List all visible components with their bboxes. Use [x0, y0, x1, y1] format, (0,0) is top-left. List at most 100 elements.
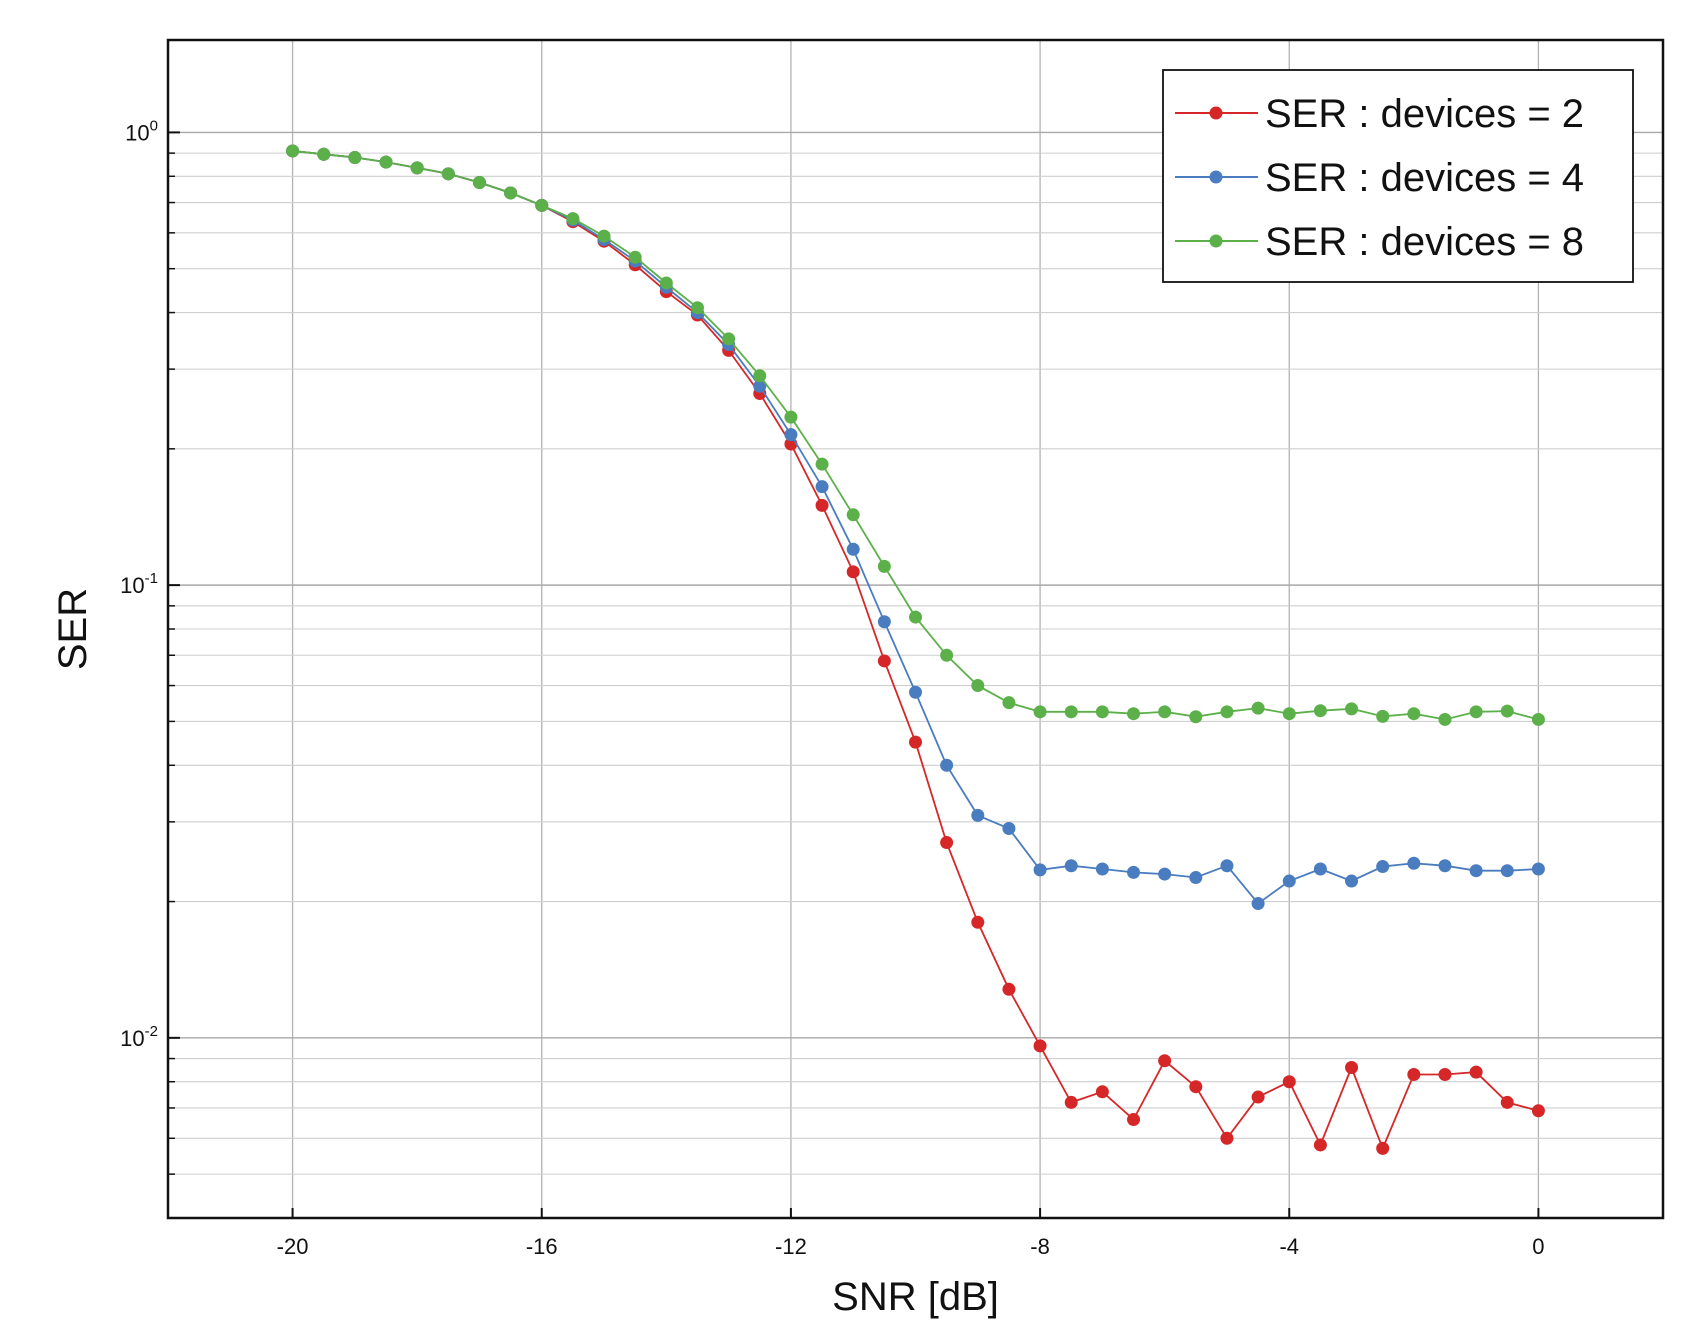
data-point: [971, 679, 985, 693]
data-point: [1189, 871, 1203, 885]
data-point: [1469, 705, 1483, 719]
data-point: [1251, 1090, 1265, 1104]
data-point: [441, 167, 455, 181]
data-point: [877, 559, 891, 573]
tick-labels: -20 -16 -12 -8 -4 0 100 10-1 10-2: [120, 117, 1544, 1259]
data-point: [1002, 696, 1016, 710]
x-tick-label: -20: [277, 1234, 309, 1259]
x-tick-label: 0: [1532, 1234, 1544, 1259]
plot-area-frame: [166, 38, 1665, 1220]
data-point: [1064, 1095, 1078, 1109]
data-point: [1220, 1131, 1234, 1145]
data-point: [1469, 1065, 1483, 1079]
data-point: [410, 161, 424, 175]
data-point: [1158, 1054, 1172, 1068]
x-tick-label: -8: [1030, 1234, 1050, 1259]
series-3: [286, 144, 1545, 726]
data-point: [472, 176, 486, 190]
data-point: [940, 836, 954, 850]
legend-marker: [1209, 170, 1223, 184]
data-point: [909, 735, 922, 749]
data-point: [504, 186, 518, 200]
data-point: [1033, 863, 1047, 877]
data-point: [1127, 865, 1141, 879]
data-point: [909, 610, 922, 624]
data-point: [1407, 1067, 1421, 1081]
data-point: [1282, 874, 1296, 888]
x-tick-label: -16: [526, 1234, 558, 1259]
data-point: [659, 276, 673, 290]
legend-marker: [1209, 106, 1223, 120]
legend-label: SER : devices = 8: [1265, 220, 1584, 264]
x-tick-label: -12: [775, 1234, 807, 1259]
data-point: [1251, 701, 1265, 715]
data-point: [722, 332, 736, 346]
data-point: [1469, 864, 1483, 878]
data-point: [1251, 897, 1265, 911]
data-point: [1438, 1067, 1452, 1081]
data-point: [1345, 702, 1359, 716]
data-point: [597, 229, 611, 243]
legend-item-3: SER : devices = 8: [1175, 220, 1584, 264]
data-point: [535, 198, 549, 212]
legend-marker: [1209, 234, 1223, 248]
data-point: [753, 379, 767, 393]
y-axis-title: SER: [51, 588, 95, 670]
data-point: [1095, 1085, 1109, 1099]
data-point: [846, 565, 860, 579]
legend-label: SER : devices = 4: [1265, 156, 1584, 200]
data-point: [317, 147, 331, 161]
data-point: [1064, 859, 1078, 873]
legend-label: SER : devices = 2: [1265, 92, 1584, 136]
data-point: [1345, 874, 1359, 888]
data-point: [566, 212, 580, 226]
data-point: [815, 498, 829, 512]
data-point: [784, 410, 798, 424]
data-point: [1531, 1104, 1545, 1118]
data-point: [690, 301, 704, 315]
y-tick-label: 10-2: [120, 1023, 158, 1051]
legend-item-1: SER : devices = 2: [1175, 92, 1584, 136]
data-point: [940, 758, 954, 772]
data-point: [940, 648, 954, 662]
data-point: [1531, 862, 1545, 876]
data-point: [379, 155, 393, 169]
data-point: [1376, 860, 1390, 874]
data-point: [348, 151, 362, 165]
data-point: [815, 457, 829, 471]
data-point: [877, 615, 891, 629]
data-point: [1376, 1141, 1390, 1155]
data-point: [1282, 1075, 1296, 1089]
data-point: [286, 144, 300, 158]
x-tick-label: -4: [1279, 1234, 1299, 1259]
data-point: [846, 542, 860, 556]
data-point: [1500, 864, 1514, 878]
legend: SER : devices = 2 SER : devices = 4 SER : …: [1162, 69, 1634, 283]
y-tick-label: 10-1: [120, 570, 158, 598]
data-point: [877, 654, 891, 668]
legend-item-2: SER : devices = 4: [1175, 156, 1584, 200]
data-point: [1002, 982, 1016, 996]
data-point: [1002, 822, 1016, 836]
data-point: [1376, 709, 1390, 723]
data-point: [1282, 707, 1296, 721]
x-axis-title: SNR [dB]: [832, 1275, 999, 1319]
y-tick-label: 100: [125, 117, 158, 145]
data-point: [846, 508, 860, 522]
data-point: [753, 369, 767, 383]
data-point: [1095, 705, 1109, 719]
data-point: [815, 480, 829, 494]
data-point: [909, 685, 922, 699]
data-point: [1313, 704, 1327, 718]
data-point: [628, 250, 642, 264]
data-point: [971, 915, 985, 929]
data-point: [1127, 1113, 1141, 1127]
data-point: [1500, 1095, 1514, 1109]
data-point: [1220, 705, 1234, 719]
data-point: [1531, 712, 1545, 726]
data-point: [1220, 859, 1234, 873]
data-point: [1127, 707, 1141, 721]
data-point: [1313, 1138, 1327, 1152]
data-point: [1438, 859, 1452, 873]
